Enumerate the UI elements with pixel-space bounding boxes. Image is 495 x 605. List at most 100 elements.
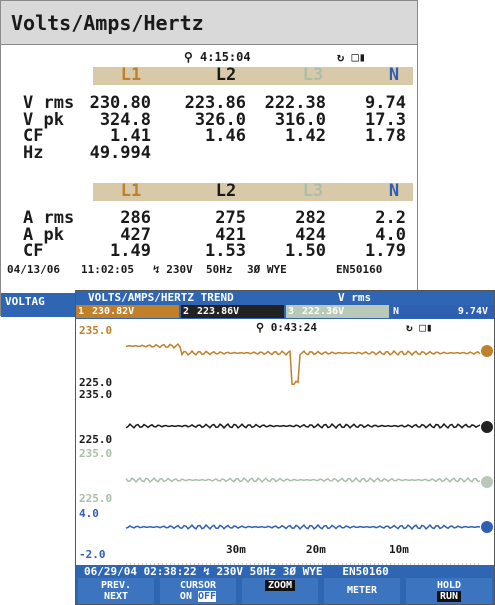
hold-run-button[interactable]: HOLD RUN: [406, 578, 492, 604]
label: HOLD: [436, 580, 462, 591]
channel-marker: [481, 421, 493, 433]
reading: 1.53: [205, 241, 246, 261]
phase-label: L3: [302, 65, 324, 85]
meter-button[interactable]: METER: [324, 578, 400, 604]
reading: 1.46: [205, 126, 246, 146]
time-label: 30m: [226, 543, 246, 556]
trend-traces: [125, 343, 493, 565]
phase-header: [93, 183, 413, 201]
label: OFF: [198, 591, 217, 602]
status-icons: ↻ □▮: [337, 50, 366, 64]
date: 06/29/04: [84, 565, 137, 578]
channel: 2: [183, 306, 190, 317]
screen-title: VOLTS/AMPS/HERTZ TREND: [88, 291, 234, 304]
phase-label: N: [388, 65, 400, 85]
reading: 4.0: [375, 224, 406, 245]
axis-label: -2.0: [79, 548, 106, 561]
reading: 1.50: [285, 241, 326, 261]
reading: 326.0: [194, 109, 246, 130]
readout: N 9.74V: [391, 305, 494, 318]
trace: [125, 343, 481, 386]
axis-label: 235.0: [79, 324, 113, 337]
date: 04/13/06: [7, 263, 60, 276]
row-label: A rms: [23, 208, 75, 228]
cursor-button[interactable]: CURSOR ON OFF: [160, 578, 236, 604]
reading: 17.3: [365, 109, 406, 130]
reading: 1.79: [365, 241, 406, 261]
label: ON: [179, 591, 192, 602]
reading: 230.80: [89, 93, 151, 113]
axis-label: 4.0: [79, 507, 99, 520]
axis-label: 225.0: [79, 376, 113, 389]
reading: 286: [120, 208, 151, 228]
reading: 421: [215, 224, 246, 245]
label: CURSOR: [179, 580, 217, 591]
channel-marker: [481, 476, 493, 488]
readout: 3 222.36V: [286, 305, 389, 318]
trend-screen: VOLTS/AMPS/HERTZ TREND V rms 1 230.82V 2 22…: [75, 290, 495, 605]
reading: 1.78: [365, 126, 406, 146]
configuration: 3Ø WYE: [247, 263, 287, 276]
value: 223.86V: [197, 306, 240, 317]
phase-label: L1: [120, 181, 142, 201]
trace: [125, 523, 481, 531]
reading: 222.38: [264, 93, 326, 113]
row-label: A pk: [23, 224, 64, 245]
cursor-time: ⚲ 0:43:24: [256, 321, 318, 334]
nominal-voltage: ↯ 230V: [153, 263, 193, 276]
status-time: ⚲ 4:15:04: [184, 50, 251, 64]
time-label: 20m: [306, 543, 326, 556]
voltage: 230V: [166, 263, 193, 276]
phase-label: L2: [215, 181, 237, 201]
trace: [125, 422, 481, 430]
label: NEXT: [103, 591, 129, 602]
time-label: 10m: [389, 543, 409, 556]
clock: 02:38:22: [143, 565, 197, 578]
axis-label: 235.0: [79, 388, 113, 401]
reading: 324.8: [99, 109, 151, 130]
label: ZOOM: [264, 580, 296, 591]
readout: 1 230.82V: [76, 305, 179, 318]
quantity: V rms: [338, 291, 372, 304]
menu-label: VOLTAG: [5, 295, 45, 308]
reading: 223.86: [184, 93, 246, 113]
meter-screen: Volts/Amps/Hertz ⚲ 4:15:04 ↻ □▮ L1 L2 L3 N L…: [0, 0, 418, 317]
reading: 49.994: [89, 142, 151, 163]
reading: 282: [295, 208, 326, 228]
value: 230.82V: [92, 306, 135, 317]
row-label: V rms: [23, 93, 75, 113]
frequency: 50Hz: [206, 263, 233, 276]
channel: 3: [288, 306, 295, 317]
prev-next-button[interactable]: PREV. NEXT: [78, 578, 154, 604]
configuration: 3Ø WYE: [282, 565, 323, 578]
axis-label: 235.0: [79, 447, 113, 460]
reading: 427: [120, 224, 151, 245]
phase-label: N: [388, 181, 400, 201]
reading: 275: [215, 208, 246, 228]
reading: 2.2: [375, 208, 406, 228]
label: METER: [346, 585, 378, 596]
status-icons: ↻ □▮: [406, 321, 433, 334]
standard: EN50160: [342, 565, 389, 578]
readout: 2 223.86V: [181, 305, 284, 318]
phase-label: L2: [215, 65, 237, 85]
zoom-button[interactable]: ZOOM: [242, 578, 318, 604]
channel-marker: [481, 345, 493, 357]
time: 4:15:04: [200, 50, 251, 64]
channel-marker: [481, 521, 493, 533]
row-label: CF: [23, 126, 44, 146]
trend-plot: [76, 319, 494, 565]
value: 222.36V: [302, 306, 345, 317]
standard: EN50160: [336, 263, 383, 276]
reading: 424: [295, 224, 326, 245]
axis-label: 225.0: [79, 492, 113, 505]
reading: 1.42: [285, 126, 326, 146]
row-label: CF: [23, 241, 44, 261]
clock: 11:02:05: [81, 263, 134, 276]
frequency: 50Hz: [249, 565, 277, 578]
screen-title: Volts/Amps/Hertz: [1, 1, 417, 45]
row-label: Hz: [23, 142, 44, 163]
phase-label: L3: [302, 181, 324, 201]
phase-label: L1: [120, 65, 142, 85]
